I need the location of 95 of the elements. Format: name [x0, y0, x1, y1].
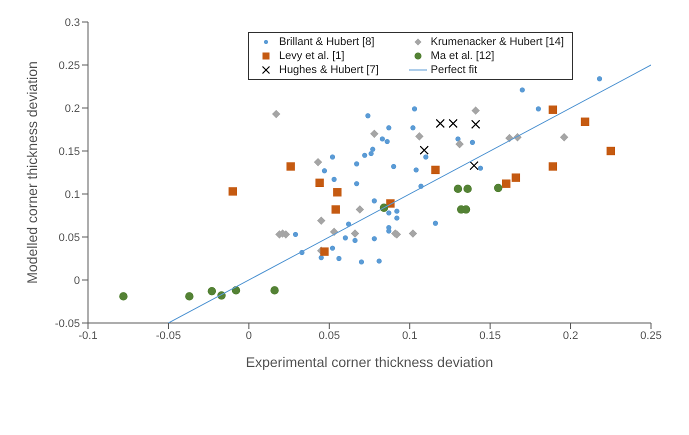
x-tick-label: 0.05: [318, 330, 340, 342]
y-tick-label: 0.15: [58, 146, 80, 158]
point: [380, 136, 385, 142]
point: [317, 216, 326, 225]
x-tick-label: 0.2: [562, 330, 578, 342]
point: [512, 173, 520, 182]
point: [471, 106, 480, 115]
point: [469, 161, 479, 170]
point: [372, 198, 377, 204]
x-tick-label: 0.15: [479, 330, 501, 342]
point: [384, 138, 390, 144]
point: [606, 146, 615, 156]
point: [548, 162, 558, 171]
point: [352, 238, 358, 244]
y-tick-label: 0: [74, 274, 80, 287]
point: [414, 167, 419, 173]
point: [394, 215, 400, 221]
point: [370, 130, 379, 138]
y-tick-label: 0.3: [64, 16, 80, 29]
point: [478, 166, 484, 171]
point: [370, 146, 376, 152]
point: [354, 161, 360, 166]
y-tick-label: 0.25: [58, 60, 80, 72]
point: [292, 232, 298, 238]
point: [580, 118, 590, 126]
y-tick-label: 0.2: [64, 102, 80, 115]
point: [502, 179, 510, 188]
point: [520, 87, 525, 93]
point: [394, 208, 400, 214]
point: [386, 125, 392, 130]
point: [330, 246, 336, 251]
legend-label: Krumenacker & Hubert [14]: [430, 36, 564, 48]
point: [365, 113, 370, 118]
point: [372, 236, 377, 242]
point: [408, 229, 418, 238]
point: [391, 164, 396, 170]
point: [494, 184, 502, 192]
legend-label: Ma et al. [12]: [430, 50, 494, 62]
point: [336, 256, 342, 262]
point: [362, 152, 368, 158]
point: [322, 168, 328, 174]
point: [350, 229, 360, 238]
point: [431, 166, 440, 174]
point: [412, 106, 418, 112]
point: [560, 133, 568, 142]
point: [358, 259, 364, 265]
x-axis-title: Experimental corner thickness deviation: [246, 354, 494, 370]
legend-label: Brillant & Hubert [8]: [279, 36, 374, 48]
point: [454, 184, 462, 194]
point: [333, 188, 342, 196]
point: [315, 178, 324, 188]
legend-label: Levy et al. [1]: [279, 50, 344, 62]
point: [455, 140, 464, 148]
point: [415, 132, 424, 141]
y-tick-label: 0.05: [58, 232, 80, 244]
point: [368, 150, 374, 156]
point: [423, 154, 428, 160]
point: [320, 247, 329, 256]
point: [286, 162, 295, 171]
point: [386, 210, 392, 216]
point: [119, 292, 128, 301]
x-tick-label: 0: [246, 330, 252, 342]
point: [463, 184, 472, 194]
point: [208, 286, 216, 296]
point: [471, 120, 480, 129]
point: [342, 235, 348, 240]
point: [314, 158, 322, 166]
point: [376, 258, 382, 264]
x-tick-label: 0.1: [402, 330, 418, 342]
point: [332, 205, 340, 214]
point: [330, 154, 336, 160]
point: [536, 106, 541, 112]
y-tick-label: -0.05: [54, 318, 80, 330]
point: [448, 118, 458, 128]
point: [272, 110, 280, 118]
point: [410, 125, 416, 130]
point: [354, 181, 360, 186]
x-tick-label: -0.05: [156, 330, 181, 342]
point: [228, 187, 237, 196]
x-tick-label: -0.1: [78, 330, 98, 342]
point: [420, 146, 429, 155]
x-tick-label: 0.25: [640, 330, 662, 342]
y-tick-label: 0.1: [64, 188, 80, 201]
point: [548, 106, 558, 114]
y-axis-title: Modelled corner thickness deviation: [24, 61, 40, 284]
point: [596, 76, 602, 82]
legend-label: Perfect fit: [430, 64, 478, 76]
point: [470, 140, 476, 145]
point: [332, 176, 337, 182]
point: [185, 292, 194, 301]
legend-label: Hughes & Hubert [7]: [279, 64, 379, 76]
point: [356, 205, 364, 214]
point: [270, 286, 279, 295]
point: [432, 220, 438, 226]
point: [436, 118, 445, 128]
